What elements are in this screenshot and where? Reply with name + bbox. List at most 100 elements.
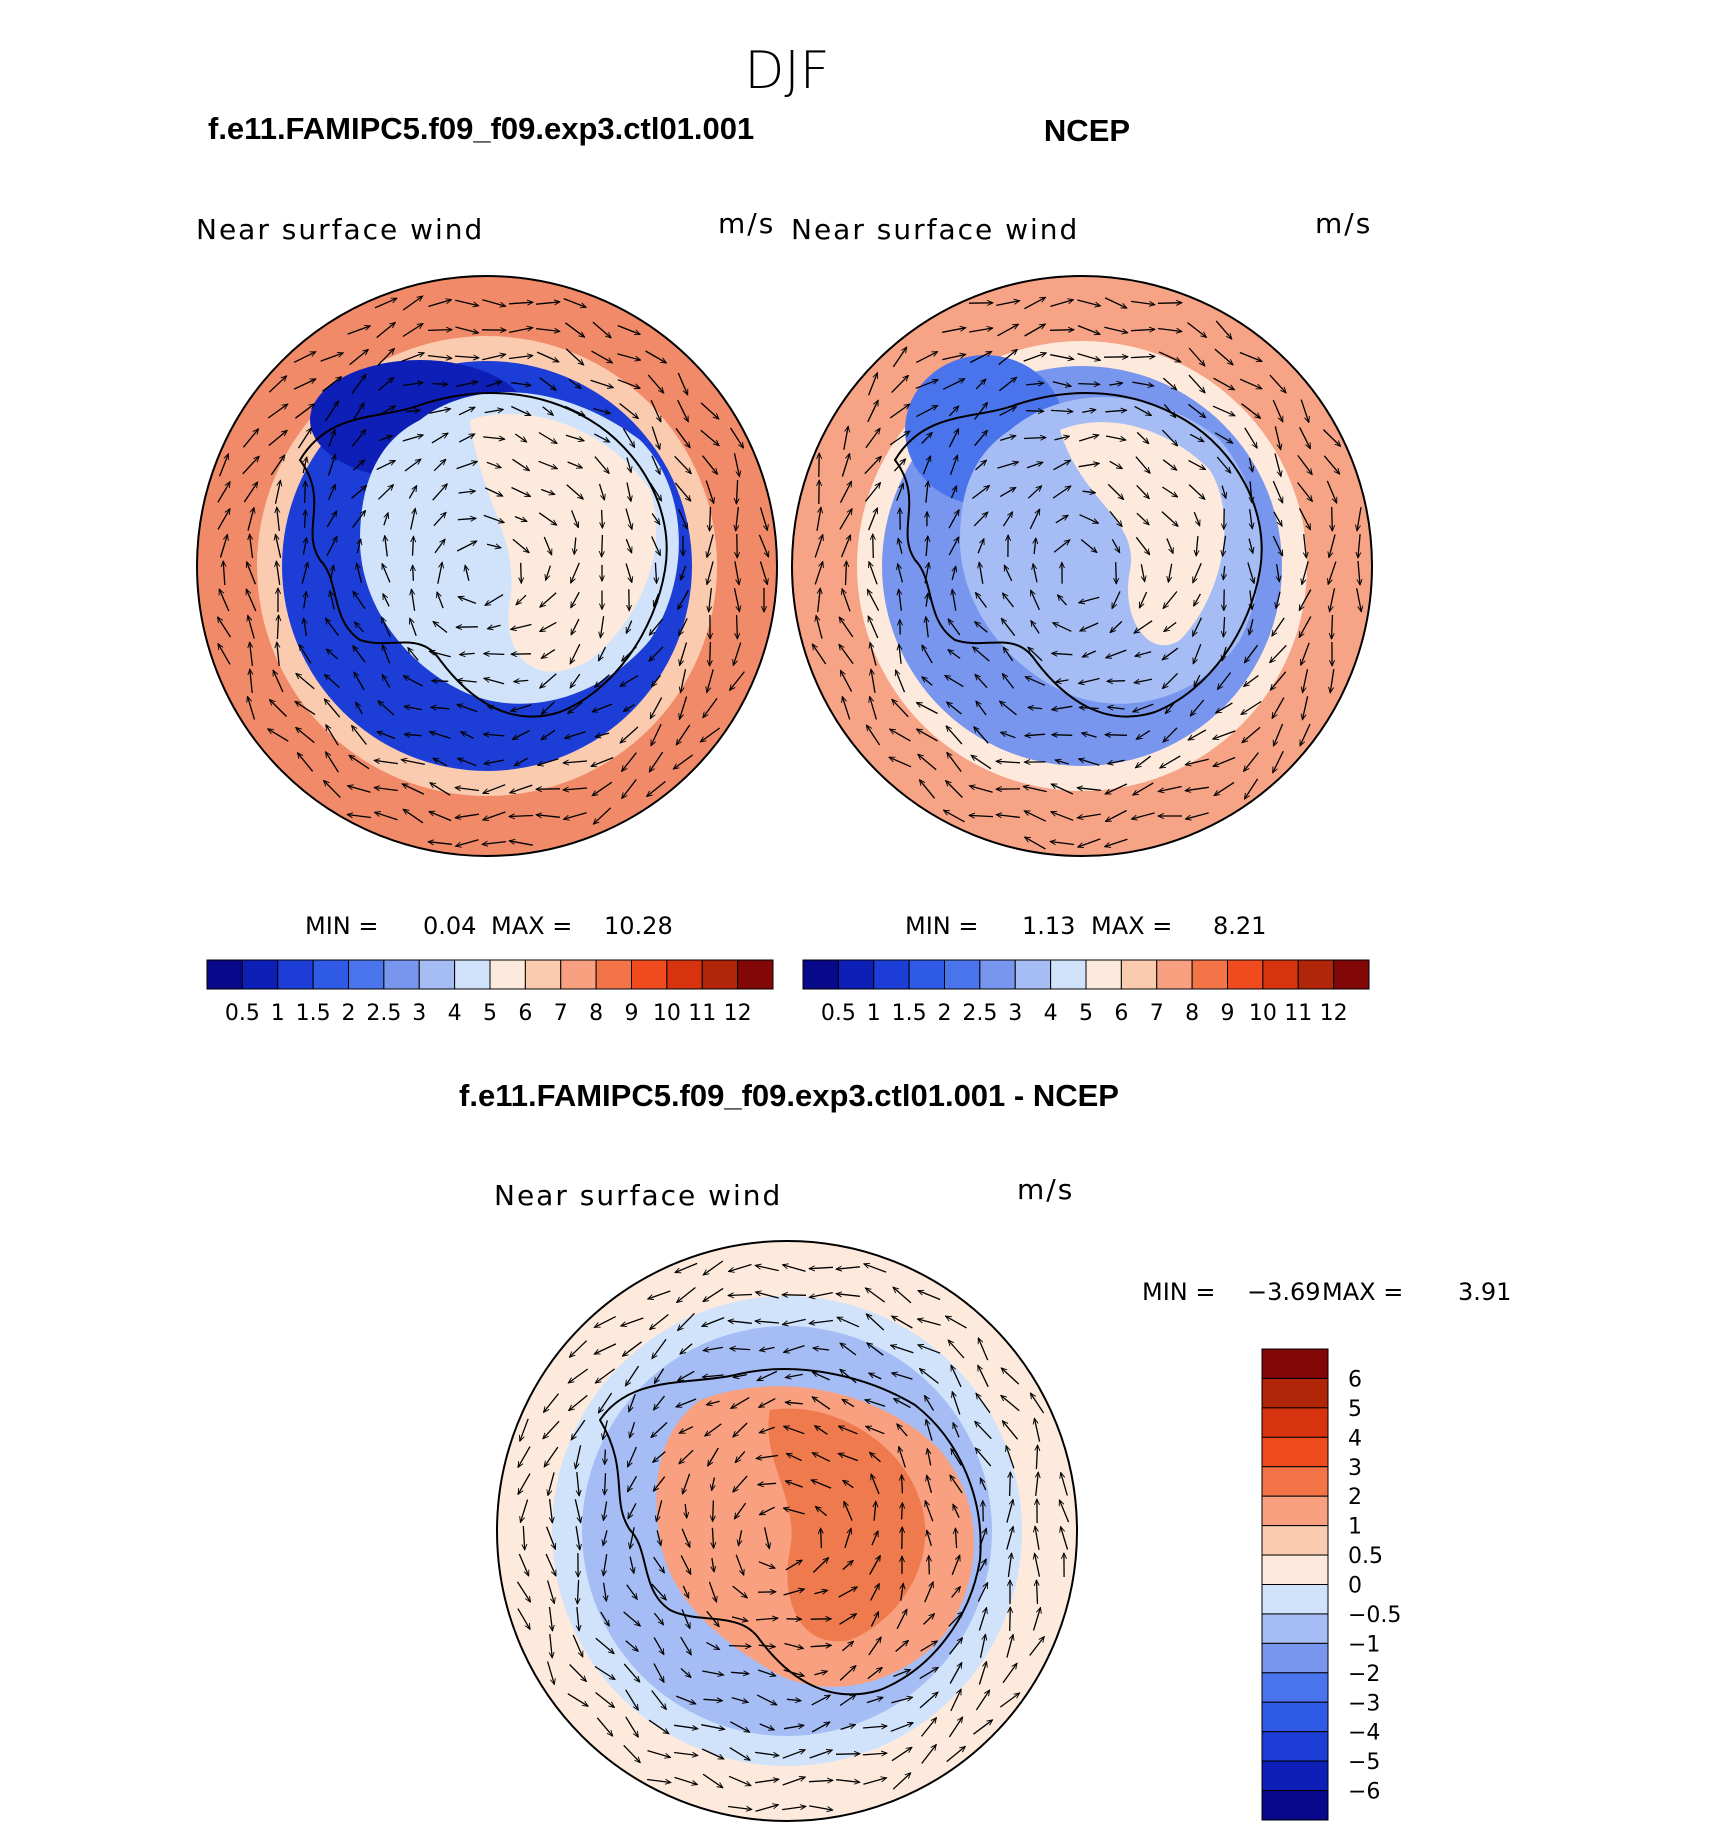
wind-vector-arrow [712, 1557, 714, 1572]
wind-vector-arrow [621, 1317, 644, 1326]
wind-vector-arrow [403, 675, 424, 687]
wind-vector-arrow [679, 1449, 694, 1464]
colorbar-swatch [595, 959, 632, 990]
panel-obs-map-border [791, 275, 1373, 857]
wind-vector-arrow [349, 755, 370, 770]
wind-vector-arrow [705, 480, 714, 504]
wind-vector-arrow [1105, 735, 1128, 736]
wind-vector-arrow [1001, 618, 1016, 637]
wind-vector-arrow [948, 406, 958, 417]
wind-vector-arrow [347, 326, 371, 335]
wind-vector-arrow [866, 589, 880, 611]
wind-vector-arrow [483, 514, 504, 522]
panel-model-units: m/s [718, 207, 775, 240]
obs-coastline [893, 392, 1263, 718]
wind-vector-arrow [1058, 595, 1067, 606]
wind-vector-arrow [1107, 483, 1123, 499]
wind-vector-arrow [1193, 674, 1201, 687]
wind-vector-arrow [625, 1640, 638, 1652]
colorbar-tick-label: 6 [1114, 1001, 1128, 1026]
wind-vector-arrow [1166, 538, 1173, 554]
wind-vector-arrow [1104, 326, 1127, 333]
wind-vector-arrow [1050, 354, 1074, 360]
wind-vector-arrow [563, 761, 588, 763]
panel-model-variable: Near surface wind [196, 213, 484, 246]
wind-vector-arrow [626, 1584, 638, 1600]
wind-vector-arrow [782, 1777, 806, 1786]
wind-vector-arrow [267, 404, 288, 419]
wind-vector-arrow [514, 757, 529, 767]
wind-vector-arrow [1024, 296, 1045, 310]
wind-vector-arrow [730, 1348, 751, 1349]
wind-vector-arrow [326, 618, 340, 637]
wind-vector-arrow [896, 483, 904, 501]
wind-vector-arrow [816, 615, 823, 639]
panel-obs-units: m/s [1315, 207, 1372, 240]
wind-vector-arrow [594, 1665, 615, 1680]
wind-vector-arrow [1105, 435, 1126, 440]
wind-vector-arrow [997, 323, 1019, 337]
wind-vector-arrow [1356, 588, 1362, 612]
wind-vector-arrow [1223, 616, 1224, 637]
wind-vector-arrow [550, 1499, 553, 1523]
wind-vector-arrow [568, 1368, 589, 1383]
colorbar-swatch [454, 959, 491, 990]
wind-vector-arrow [538, 758, 559, 766]
wind-vector-arrow [1276, 591, 1281, 609]
wind-vector-arrow [1213, 730, 1236, 739]
wind-vector-arrow [540, 488, 555, 495]
wind-vector-arrow [629, 1556, 634, 1574]
wind-vector-arrow [590, 379, 614, 387]
wind-vector-arrow [1162, 672, 1179, 688]
wind-vector-arrow [617, 379, 640, 389]
wind-vector-arrow [1080, 622, 1099, 632]
wind-vector-arrow [812, 644, 827, 665]
wind-vector-arrow [484, 654, 505, 655]
wind-vector-arrow [326, 536, 338, 556]
wind-vector-arrow [546, 1661, 555, 1685]
wind-vector-arrow [814, 1590, 827, 1593]
wind-vector-arrow [839, 644, 854, 665]
panel-model: f.e11.FAMIPC5.f09_f09.exp3.ctl01.001 Nea… [196, 111, 778, 1026]
wind-vector-arrow [1162, 377, 1176, 390]
wind-vector-arrow [890, 1723, 913, 1732]
wind-vector-arrow [594, 1343, 617, 1355]
wind-vector-arrow [682, 1473, 691, 1494]
wind-vector-arrow [755, 1618, 778, 1620]
wind-vector-arrow [979, 1634, 986, 1658]
wind-vector-arrow [545, 1553, 557, 1576]
wind-vector-arrow [734, 561, 739, 585]
wind-vector-arrow [862, 1753, 887, 1755]
wind-vector-arrow [1214, 348, 1233, 365]
wind-vector-arrow [647, 1749, 671, 1758]
wind-vector-arrow [570, 562, 580, 583]
wind-vector-arrow [973, 512, 988, 527]
wind-vector-arrow [918, 1345, 941, 1354]
wind-vector-arrow [647, 780, 666, 797]
wind-vector-arrow [325, 675, 340, 688]
wind-vector-arrow [597, 646, 607, 661]
wind-vector-arrow [268, 729, 289, 742]
wind-vector-arrow [951, 1555, 960, 1576]
colorbar-tick-label: 2.5 [962, 1001, 997, 1026]
wind-vector-arrow [899, 644, 901, 664]
colorbar-swatch [979, 959, 1016, 990]
wind-vector-arrow [655, 562, 656, 584]
wind-vector-arrow [1110, 620, 1123, 632]
wind-vector-arrow [433, 622, 448, 634]
wind-vector-arrow [919, 1667, 938, 1680]
wind-vector-arrow [520, 1499, 529, 1523]
wind-vector-arrow [326, 752, 339, 773]
wind-vector-arrow [1003, 647, 1014, 662]
wind-vector-arrow [1079, 514, 1099, 524]
wind-vector-arrow [293, 378, 316, 390]
wind-vector-arrow [785, 1481, 803, 1488]
wind-vector-arrow [482, 354, 505, 361]
model-coastline [298, 392, 668, 718]
wind-vector-arrow [759, 1426, 775, 1432]
wind-vector-arrow [538, 512, 557, 525]
wind-vector-arrow [596, 1717, 612, 1736]
wind-vector-arrow [514, 433, 526, 442]
wind-vector-arrow [1028, 647, 1043, 662]
wind-vector-arrow [250, 642, 253, 666]
